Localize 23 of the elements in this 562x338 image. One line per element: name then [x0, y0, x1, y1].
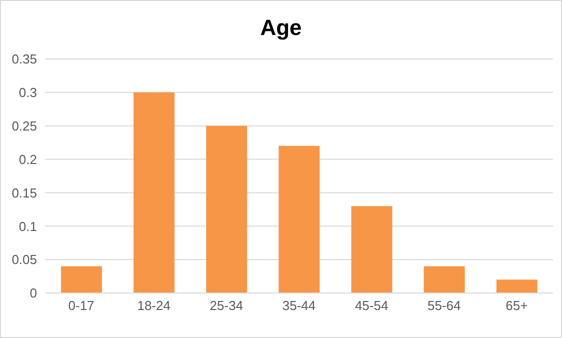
- y-tick-label: 0.05: [12, 252, 37, 268]
- x-tick-label: 18-24: [137, 298, 170, 314]
- x-tick-label: 55-64: [428, 298, 461, 314]
- y-tick-label: 0.15: [12, 185, 37, 200]
- bar: [424, 266, 465, 293]
- y-tick-label: 0.25: [12, 118, 37, 134]
- bar: [278, 146, 320, 293]
- x-tick-label: 0-17: [68, 298, 94, 314]
- bar: [351, 206, 392, 293]
- bar: [134, 92, 175, 293]
- bar: [60, 266, 102, 293]
- y-tick-label: 0.3: [18, 85, 37, 100]
- x-tick-label: 25-34: [210, 298, 244, 314]
- y-tick-label: 0.2: [18, 152, 37, 167]
- x-tick-label: 45-54: [354, 298, 388, 314]
- bar: [496, 280, 538, 293]
- y-tick-label: 0: [30, 286, 37, 301]
- y-tick-label: 0.35: [12, 52, 37, 67]
- y-tick-label: 0.1: [18, 218, 37, 234]
- x-tick-label: 65+: [506, 298, 528, 314]
- x-tick-label: 35-44: [282, 298, 316, 314]
- chart-title: Age: [259, 15, 303, 41]
- bar: [206, 126, 248, 293]
